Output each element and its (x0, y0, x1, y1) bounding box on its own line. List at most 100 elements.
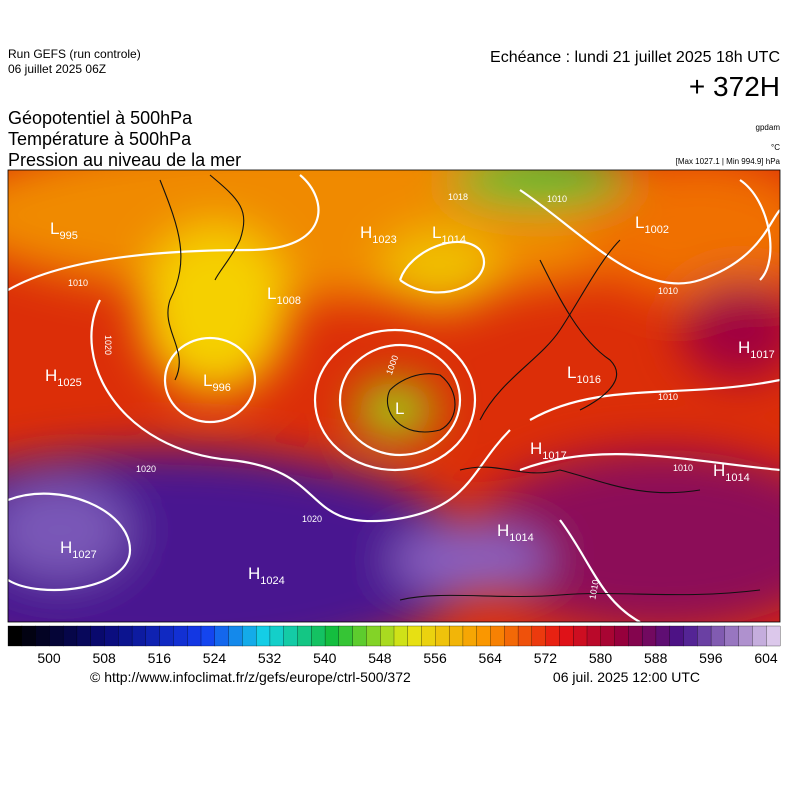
center-value: 1002 (644, 224, 668, 236)
center-type: L (432, 223, 441, 242)
colorbar-cell (752, 625, 767, 647)
colorbar-cell (559, 625, 574, 647)
colorbar-cell (421, 625, 436, 647)
colorbar-cell (669, 625, 684, 647)
pressure-center: H1017 (530, 439, 567, 462)
colorbar-cell (311, 625, 326, 647)
colorbar-cell (283, 625, 298, 647)
colorbar-cell (338, 625, 354, 647)
isobar-label: 1010 (587, 579, 600, 600)
colorbar-tick-label: 588 (644, 650, 668, 666)
unit: gpdam (756, 123, 781, 132)
center-type: L (203, 371, 212, 390)
colorbar-cell (242, 625, 257, 647)
colorbar-cell (683, 625, 698, 647)
colorbar-cell (600, 625, 616, 647)
colorbar-cell (21, 625, 37, 647)
center-value: 1025 (57, 377, 81, 389)
center-value: 1024 (260, 575, 284, 587)
colorbar-tick-label: 580 (589, 650, 613, 666)
colorbar-cell (62, 625, 78, 647)
unit: [Max 1027.1 | Min 994.9] hPa (676, 157, 781, 166)
colorbar-cell (49, 625, 64, 647)
colorbar-tick-label: 524 (203, 650, 227, 666)
center-type: L (50, 219, 59, 238)
center-type: H (60, 538, 72, 557)
colorbar-cell (476, 625, 491, 647)
colorbar-cell (145, 625, 161, 647)
field: Géopotentiel à 500hPa (8, 108, 193, 128)
colorbar-cell (655, 625, 671, 647)
colorbar-cell (710, 625, 726, 647)
isobar-label: 1020 (136, 464, 156, 474)
map-frame (7, 169, 781, 623)
colorbar-cell (118, 625, 133, 647)
pressure-center: L1014 (432, 223, 466, 246)
colorbar-cell (35, 625, 50, 647)
pressure-center: L (395, 399, 404, 418)
center-value: 1014 (509, 532, 533, 544)
colorbar-cell (352, 625, 367, 647)
center-value: 1017 (750, 349, 774, 361)
colorbar-cell (173, 625, 188, 647)
colorbar-cell (697, 625, 712, 647)
center-type: H (738, 338, 750, 357)
colorbar-cell (641, 625, 657, 647)
isobar-label: 1020 (103, 335, 113, 355)
colorbar-cell (7, 625, 23, 647)
unit: °C (771, 143, 780, 152)
center-value: 1014 (725, 472, 749, 484)
pressure-center: L1008 (267, 284, 301, 307)
isobar-label: 1010 (658, 392, 678, 402)
isobar-label: 1010 (68, 278, 88, 288)
isobars (8, 174, 780, 622)
isobar-label: 1018 (448, 192, 468, 202)
colorbar-cell (228, 625, 243, 647)
colorbar-cell (200, 625, 216, 647)
colorbar-cell (324, 625, 340, 647)
pressure-center: L1016 (567, 363, 601, 386)
isobar-label: 1020 (302, 514, 322, 524)
colorbar-cell (366, 625, 381, 647)
center-type: L (267, 284, 276, 303)
colorbar-cell (724, 625, 740, 647)
center-type: H (360, 223, 372, 242)
colorbar-cell (738, 625, 753, 647)
colorbar-cell (435, 625, 450, 647)
center-type: H (45, 366, 57, 385)
colorbar-cell (393, 625, 409, 647)
center-value: 1017 (542, 450, 566, 462)
field: Pression au niveau de la mer (8, 150, 241, 170)
pressure-center: H1027 (60, 538, 97, 561)
pressure-center: H1024 (248, 564, 285, 587)
colorbar-cell (766, 625, 781, 647)
colorbar-tick-label: 604 (754, 650, 778, 666)
colorbar-cell (187, 625, 202, 647)
colorbar-cell (462, 625, 478, 647)
center-value: 1008 (276, 295, 300, 307)
colorbar-tick-label: 516 (148, 650, 172, 666)
colorbar-tick-label: 556 (423, 650, 447, 666)
colorbar-cell (517, 625, 533, 647)
center-type: H (248, 564, 260, 583)
run: Run GEFS (run controle) (8, 47, 141, 61)
center-type: H (713, 461, 725, 480)
colorbar-cell (76, 625, 92, 647)
colorbar-tick-label: 572 (534, 650, 558, 666)
colorbar-tick-label: 532 (258, 650, 282, 666)
field: Température à 500hPa (8, 129, 192, 149)
pressure-center: L996 (203, 371, 231, 394)
isobar-label: 1010 (547, 194, 567, 204)
pressure-center: H1025 (45, 366, 82, 389)
colorbar-cell (628, 625, 643, 647)
colorbar-cell (531, 625, 547, 647)
valid-time: Echéance : lundi 21 juillet 2025 18h UTC (490, 49, 780, 66)
colorbar-cell (545, 625, 560, 647)
center-type: H (497, 521, 509, 540)
center-value: 1023 (372, 234, 396, 246)
colorbar-cell (131, 625, 147, 647)
colorbar-cell (614, 625, 629, 647)
colorbar-cell (297, 625, 312, 647)
